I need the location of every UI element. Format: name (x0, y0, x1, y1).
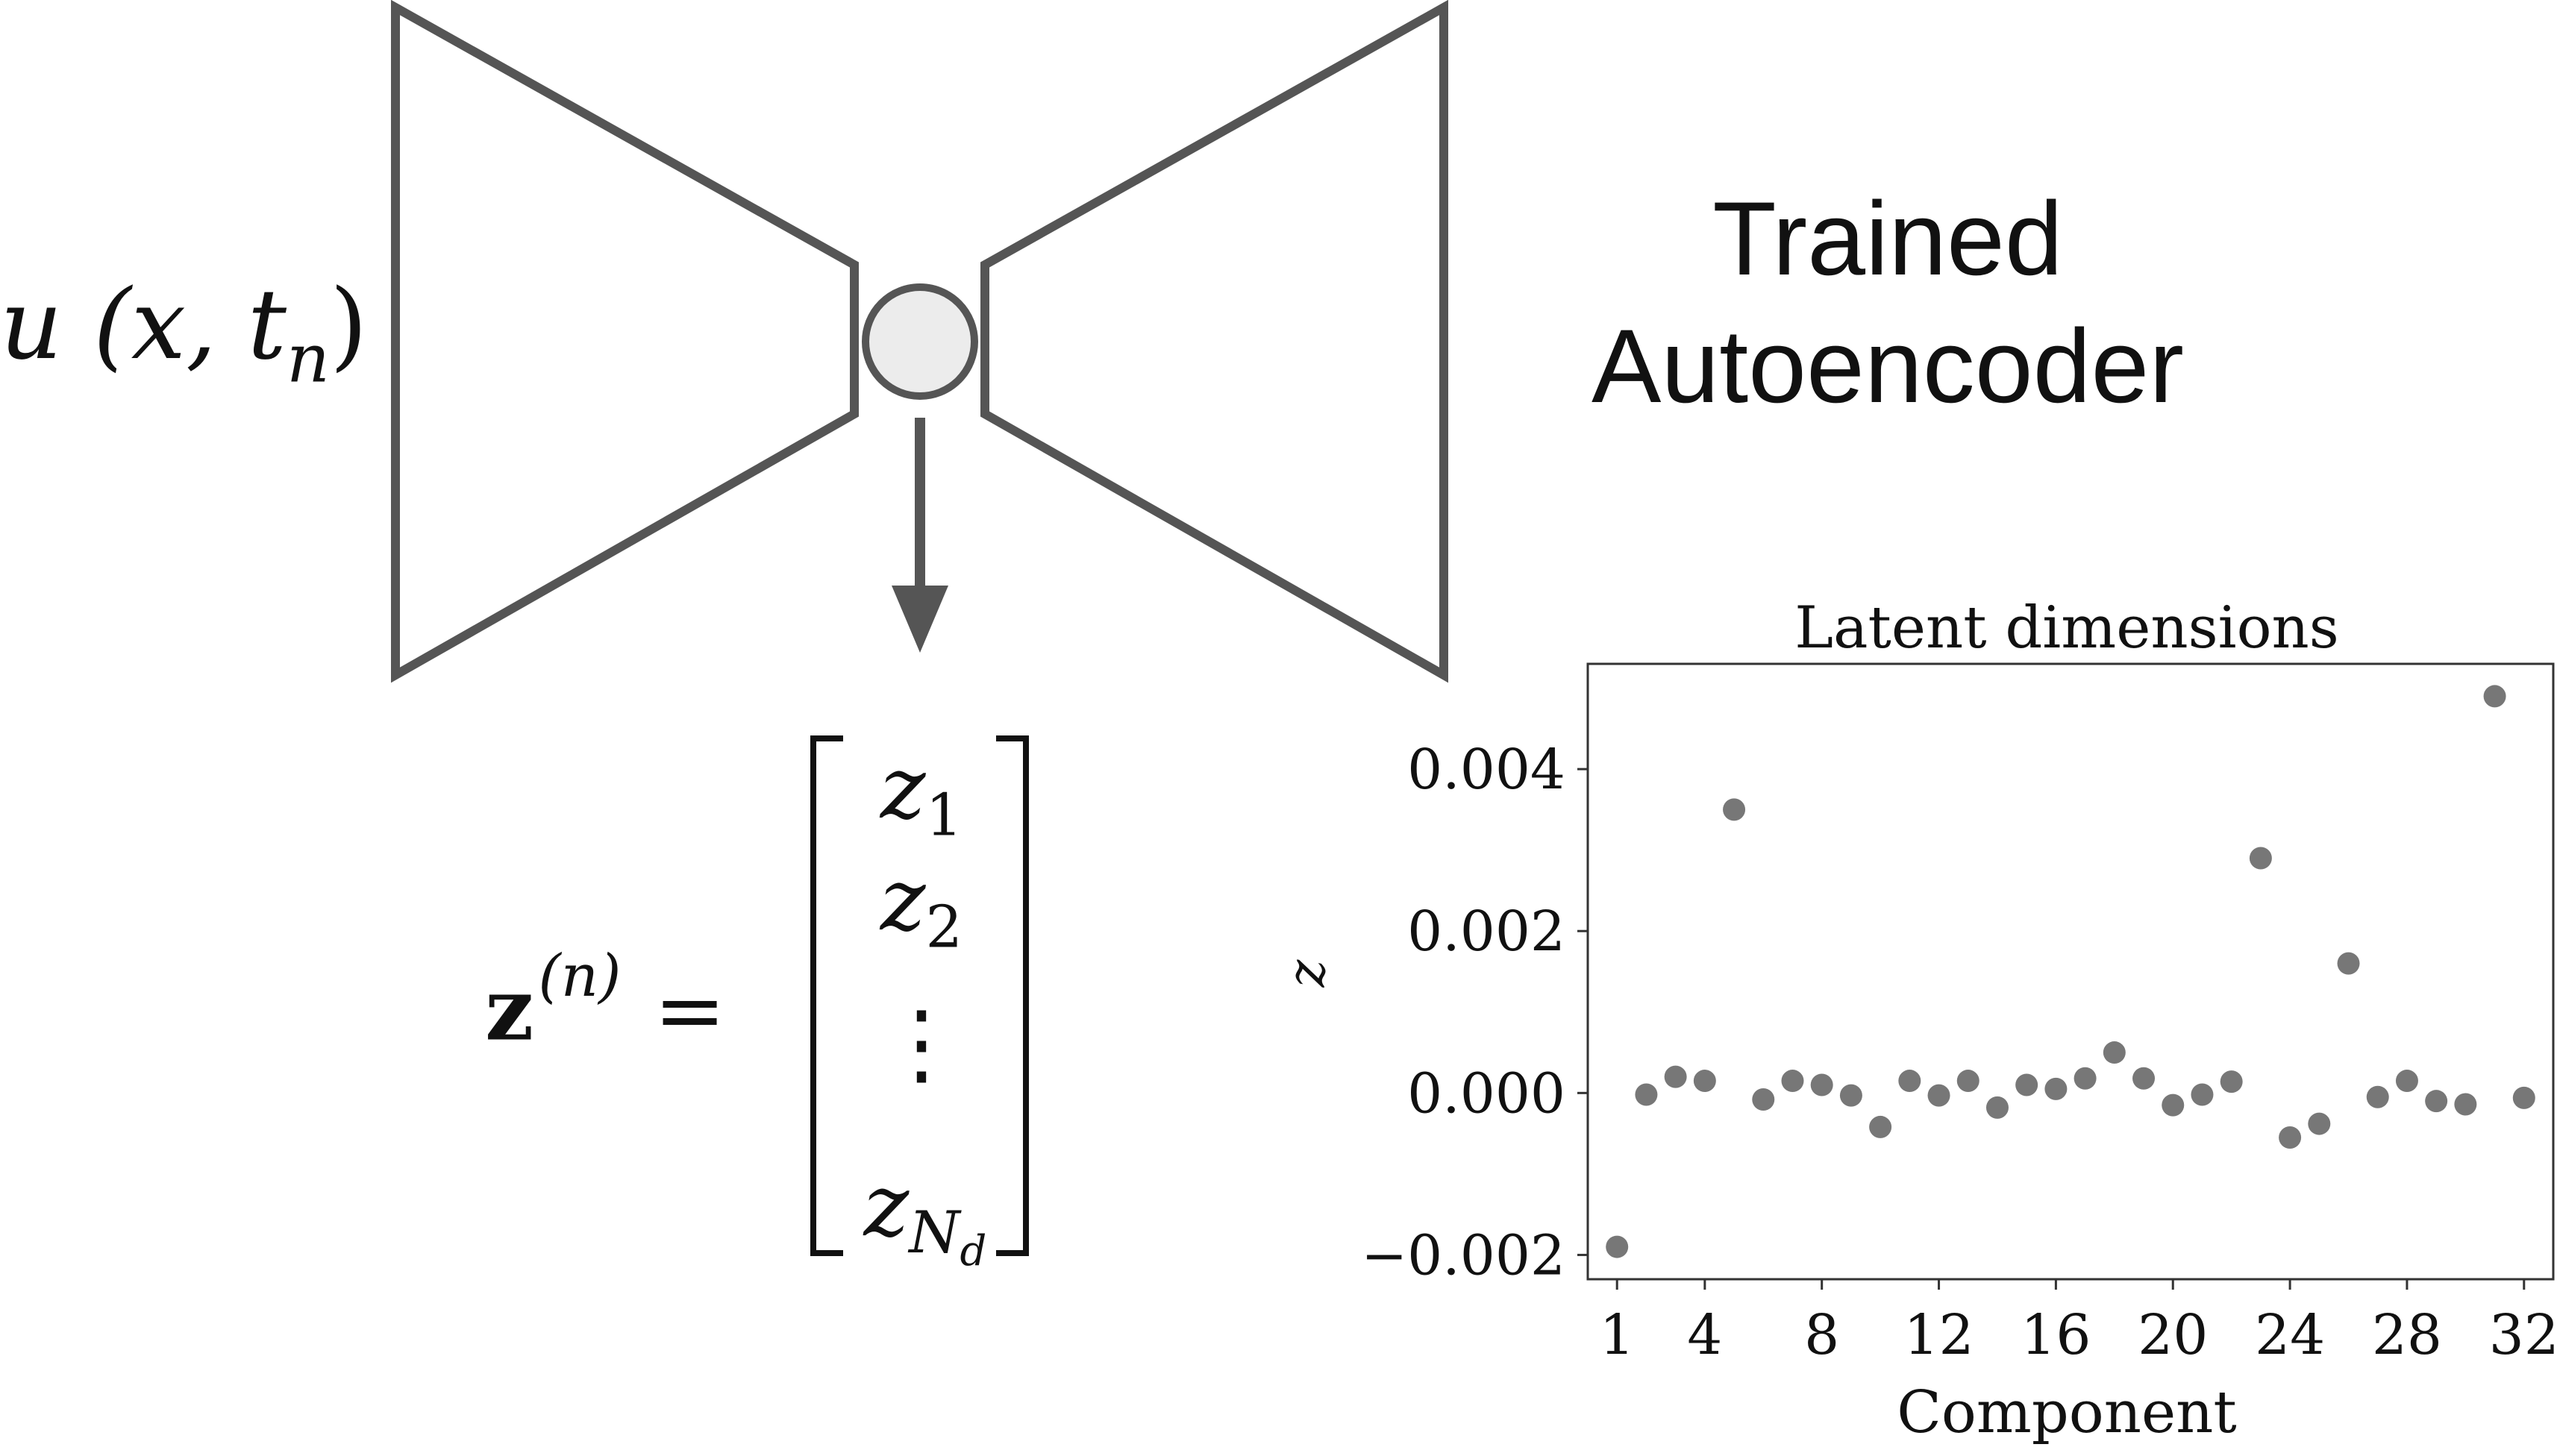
vector-right-bracket (996, 735, 1029, 1256)
x-tick-label: 20 (2138, 1303, 2208, 1367)
y-tick-label: 0.000 (1407, 1061, 1565, 1126)
x-tick-label: 24 (2255, 1303, 2325, 1367)
scatter-point (2308, 1112, 2331, 1135)
y-tick-label: −0.002 (1361, 1223, 1565, 1287)
y-tick-label: 0.004 (1407, 738, 1565, 802)
scatter-point (1752, 1088, 1775, 1111)
vector-ellipsis: ⋮ (877, 992, 966, 1096)
title-line-1: Trained (1712, 180, 2063, 297)
input-label-subscript: n (286, 319, 330, 398)
scatter-point (2454, 1093, 2477, 1116)
scatter-point (2249, 847, 2272, 870)
latent-vector-superscript: (n) (538, 943, 622, 1010)
scatter-point (1635, 1083, 1658, 1106)
encoder-shape (391, 0, 859, 683)
y-axis-ticks: −0.002 0.000 0.002 0.004 (1361, 738, 1588, 1287)
x-tick-label: 1 (1600, 1303, 1635, 1367)
scatter-point (1927, 1084, 1950, 1107)
scatter-point (2162, 1093, 2185, 1117)
scatter-point (1723, 798, 1746, 821)
scatter-point (2015, 1073, 2038, 1096)
x-tick-label: 28 (2372, 1303, 2442, 1367)
scatter-point (2191, 1083, 2214, 1106)
vector-entry-last: zNd (863, 1156, 987, 1276)
scatter-point (2483, 685, 2506, 708)
scatter-point (1693, 1070, 1716, 1093)
input-label-close: ) (329, 268, 368, 381)
scatter-points (1606, 685, 2535, 1258)
vector-entry-2: z2 (880, 850, 963, 961)
x-tick-label: 16 (2021, 1303, 2091, 1367)
y-axis-label: z (1276, 958, 1337, 988)
scatter-point (2512, 1086, 2535, 1109)
scatter-point (1898, 1070, 1921, 1093)
scatter-point (1781, 1070, 1804, 1093)
scatter-point (1664, 1065, 1687, 1088)
scatter-point (2132, 1067, 2156, 1090)
plot-frame (1586, 662, 2555, 1281)
x-tick-label: 12 (1903, 1303, 1974, 1367)
title-line-2: Autoencoder (1592, 307, 2184, 424)
y-tick-label: 0.002 (1407, 900, 1565, 964)
scatter-point (2220, 1070, 2243, 1093)
scatter-point (2395, 1070, 2418, 1093)
input-label-main: u (x, t (0, 268, 287, 381)
scatter-point (2074, 1067, 2097, 1090)
scatter-point (1606, 1235, 1629, 1258)
scatter-point (1810, 1073, 1833, 1096)
scatter-point (1869, 1115, 1892, 1138)
x-axis-label: Component (1897, 1379, 2236, 1446)
diagram-title: Trained Autoencoder (1552, 175, 2223, 430)
scatter-point (2366, 1085, 2389, 1108)
latent-vector-lhs: z(n) = (485, 947, 726, 1054)
scatter-point (2103, 1041, 2126, 1064)
scatter-point (1956, 1070, 1979, 1093)
scatter-point (2337, 952, 2360, 975)
equals-sign: = (654, 960, 726, 1061)
x-tick-label: 32 (2489, 1303, 2557, 1367)
chart-title: Latent dimensions (1794, 594, 2339, 662)
scatter-point (1985, 1096, 2009, 1119)
scatter-point (2425, 1090, 2448, 1113)
latent-node (862, 283, 978, 400)
vector-entry-1: z1 (880, 738, 963, 850)
scatter-point (1839, 1084, 1862, 1107)
latent-vector-symbol: z (485, 959, 534, 1061)
x-tick-label: 4 (1687, 1303, 1722, 1367)
scatter-point (2044, 1077, 2068, 1100)
input-label: u (x, tn) (0, 276, 368, 393)
x-tick-label: 8 (1804, 1303, 1839, 1367)
vector-left-bracket (810, 735, 843, 1256)
scatter-point (2279, 1126, 2302, 1149)
x-axis-ticks: 1 4 8 12 16 20 24 28 32 (1600, 1279, 2557, 1367)
decoder-shape (980, 0, 1448, 683)
latent-arrow-head (892, 586, 948, 653)
